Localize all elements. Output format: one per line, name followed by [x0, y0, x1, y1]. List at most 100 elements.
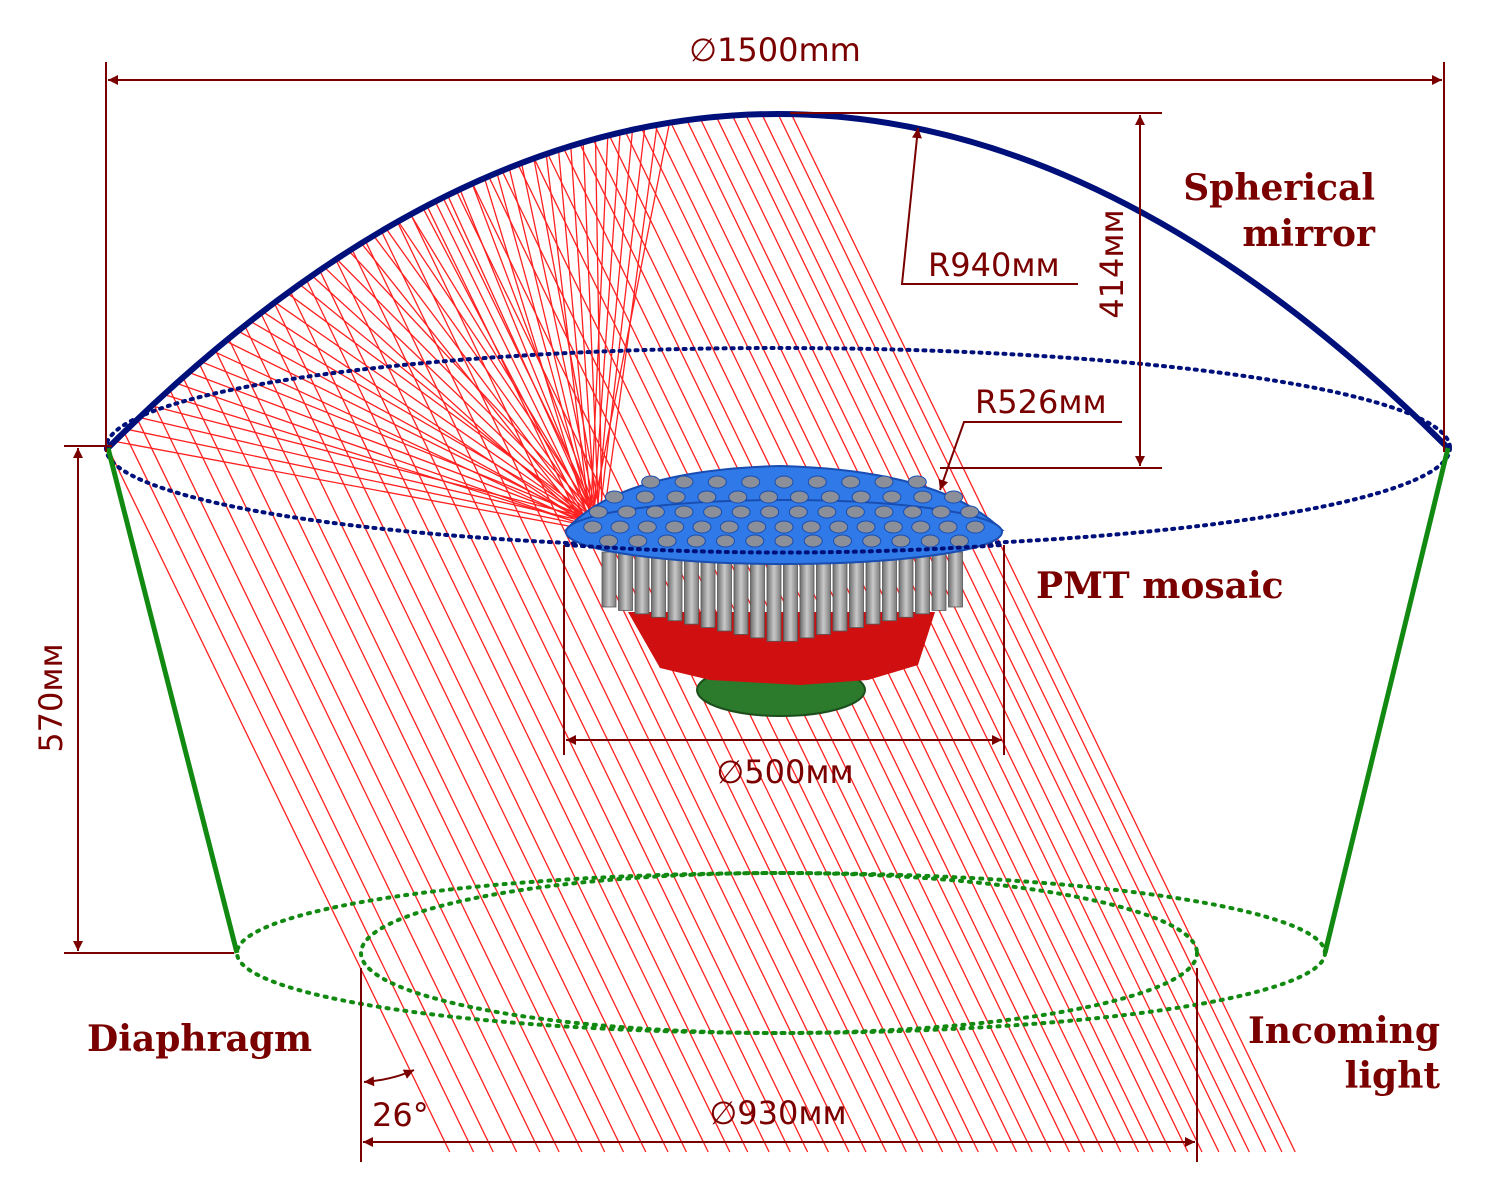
- pmt-hole: [920, 534, 940, 548]
- reflected-ray: [459, 189, 600, 531]
- pmt-hole: [774, 534, 794, 548]
- pmt-hole: [841, 475, 861, 489]
- incoming-light-label-line2: light: [1345, 1055, 1441, 1097]
- reflected-ray: [570, 145, 597, 528]
- pmt-tube: [931, 551, 947, 611]
- reflected-ray: [114, 440, 591, 531]
- incoming-ray: [289, 290, 709, 1153]
- pmt-mosaic: [563, 464, 1005, 717]
- diaphragm-inner-ellipse: [359, 871, 1199, 1035]
- pmt-hole: [641, 475, 661, 489]
- incoming-ray: [442, 197, 907, 1153]
- pmt-hole: [610, 520, 630, 534]
- pmt-hole: [760, 505, 780, 519]
- pmt-tube: [651, 550, 666, 618]
- reflected-ray: [582, 142, 600, 525]
- reflected-ray: [176, 382, 591, 528]
- diaphragm-left-wall: [105, 447, 240, 954]
- incoming-ray: [273, 302, 687, 1153]
- diaphragm-label: Diaphragm: [87, 1018, 312, 1060]
- incoming-ray: [364, 240, 809, 1153]
- incoming-ray: [123, 431, 475, 1153]
- pmt-hole: [960, 505, 980, 519]
- spherical-mirror-label-line1: Spherical: [1183, 167, 1375, 209]
- incoming-ray: [699, 118, 1203, 1153]
- pmt-hole: [645, 505, 665, 519]
- pmt-hole: [833, 534, 852, 548]
- pmt-hole: [803, 534, 823, 548]
- incoming-ray: [335, 259, 770, 1153]
- incoming-ray: [244, 325, 647, 1153]
- pmt-hole: [965, 520, 985, 534]
- reflected-ray: [508, 167, 597, 531]
- pmt-tube: [948, 551, 963, 608]
- incoming-ray: [761, 113, 1267, 1153]
- incoming-ray: [305, 279, 731, 1153]
- dimension-lines: [64, 62, 1445, 1162]
- reflected-ray: [249, 320, 594, 522]
- reflected-ray: [589, 135, 609, 531]
- diaphragm-right-wall: [1322, 447, 1451, 954]
- pmt-hole: [801, 520, 821, 534]
- reflected-ray: [557, 149, 594, 531]
- pmt-hole: [944, 490, 964, 504]
- pmt-hole: [851, 490, 871, 504]
- reflected-ray: [422, 207, 591, 528]
- reflected-ray: [447, 194, 597, 522]
- pmt-hole: [588, 505, 608, 519]
- incoming-ray: [153, 403, 518, 1153]
- reflected-rays: [114, 122, 671, 531]
- reflected-ray: [323, 266, 597, 528]
- reflected-ray: [200, 361, 597, 522]
- incoming-ray: [319, 270, 749, 1153]
- pmt-hole: [788, 505, 808, 519]
- reflected-ray: [471, 183, 603, 528]
- incoming-light-label-line1: Incoming: [1248, 1010, 1440, 1052]
- reflected-ray: [139, 416, 597, 525]
- pmt-hole: [874, 505, 894, 519]
- reflected-ray: [360, 242, 591, 531]
- pmt-hole: [665, 520, 685, 534]
- pmt-hole: [913, 490, 933, 504]
- reflected-ray: [163, 393, 603, 531]
- reflected-ray: [336, 258, 600, 525]
- pmt-hole: [599, 534, 619, 548]
- diaphragm-outer-ellipse: [235, 871, 1327, 1035]
- incoming-ray: [136, 419, 494, 1153]
- reflected-ray: [299, 283, 591, 522]
- pmt-hole: [882, 490, 902, 504]
- incoming-ray: [745, 114, 1250, 1153]
- reflected-ray: [598, 127, 646, 522]
- pmt-hole: [862, 534, 882, 548]
- pmt-hole: [674, 505, 694, 519]
- incoming-ray: [228, 338, 625, 1153]
- incoming-ray: [396, 221, 850, 1153]
- reflected-ray: [520, 162, 600, 528]
- reflected-ray: [545, 153, 591, 522]
- reflected-ray: [483, 177, 591, 525]
- pmt-hole: [728, 490, 748, 504]
- pmt-hole: [747, 520, 767, 534]
- height-label: 570мм: [32, 643, 70, 752]
- pmt-hole: [931, 505, 951, 519]
- reflected-ray: [434, 201, 594, 525]
- pmt-hole: [731, 505, 751, 519]
- pmt-hole: [789, 490, 809, 504]
- reflected-ray: [385, 228, 597, 525]
- pmt-hole: [874, 475, 894, 489]
- reflected-ray: [286, 292, 603, 525]
- pmt-hole: [911, 520, 931, 534]
- pmt-tube: [601, 551, 617, 608]
- reflected-ray: [311, 275, 594, 531]
- pmt-tube: [915, 550, 930, 615]
- pmt-holes: [583, 475, 985, 548]
- mirror-radius-label: R940мм: [928, 246, 1060, 284]
- spherical-mirror-arc: [105, 111, 1451, 451]
- pmt-hole: [829, 520, 849, 534]
- pmt-hole: [707, 475, 727, 489]
- incoming-ray: [731, 115, 1237, 1153]
- reflected-ray: [188, 371, 594, 525]
- reflected-ray: [237, 330, 591, 525]
- pmt-hole: [907, 475, 927, 489]
